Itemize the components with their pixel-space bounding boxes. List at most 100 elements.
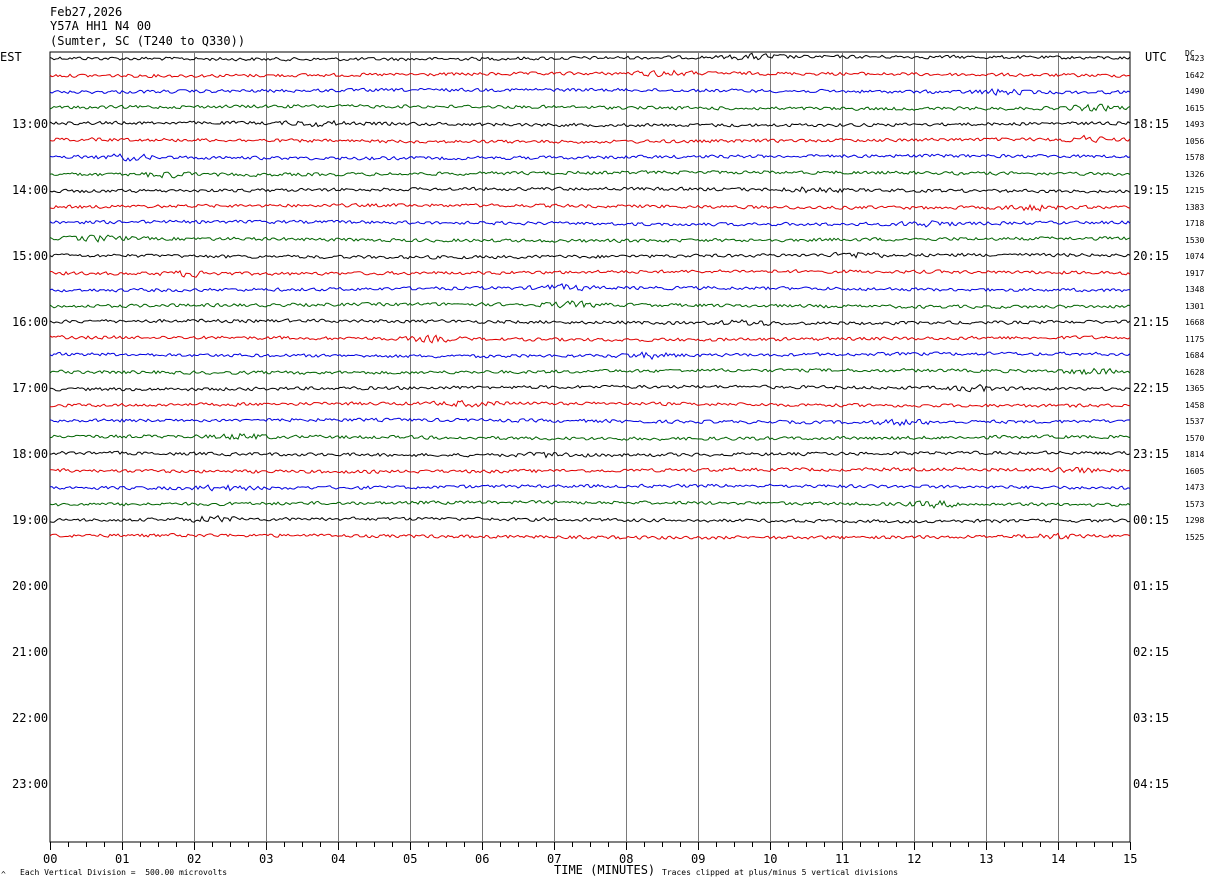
plot-frame <box>49 51 1131 843</box>
x-tick-label: 03 <box>259 852 274 866</box>
trace-line <box>49 119 1131 128</box>
trace-line <box>49 87 1131 96</box>
trace-line <box>49 483 1131 492</box>
x-tick-label: 13 <box>979 852 994 866</box>
trace-line <box>49 351 1131 361</box>
utc-hour-label: 02:15 <box>1133 645 1170 659</box>
x-tick-label: 14 <box>1051 852 1066 866</box>
trace-line <box>49 450 1131 459</box>
est-hour-label: 17:00 <box>12 381 49 395</box>
est-hour-label: 13:00 <box>12 117 49 131</box>
utc-hour-label: 21:15 <box>1133 315 1170 329</box>
est-hour-label: 14:00 <box>12 183 49 197</box>
dc-offset-label: 1570 <box>1185 433 1205 443</box>
x-tick-label: 07 <box>547 852 562 866</box>
trace-line <box>49 334 1131 344</box>
est-hour-label: 23:00 <box>12 777 49 791</box>
trace-line <box>49 69 1131 79</box>
dc-offset-label: 1525 <box>1185 532 1205 542</box>
x-tick-label: 05 <box>403 852 418 866</box>
dc-offset-label: 1490 <box>1185 87 1205 96</box>
corner-mark: ^ <box>1 870 6 879</box>
trace-line <box>49 399 1131 408</box>
trace-line <box>49 499 1131 509</box>
trace-line <box>49 300 1131 310</box>
trace-line <box>50 466 1131 475</box>
trace-line <box>49 383 1131 393</box>
utc-hour-label: 19:15 <box>1133 183 1170 197</box>
dc-offset-label: 1684 <box>1185 351 1205 360</box>
est-hour-label: 20:00 <box>12 579 49 593</box>
trace-line <box>49 268 1131 278</box>
dc-offset-label: 1074 <box>1185 252 1205 261</box>
trace-line <box>49 432 1131 441</box>
x-tick-label: 10 <box>763 852 778 866</box>
est-hour-label: 22:00 <box>12 711 49 725</box>
dc-offset-label: 1578 <box>1185 153 1205 162</box>
trace-line <box>49 234 1131 244</box>
est-hour-label: 19:00 <box>12 513 49 527</box>
x-tick-label: 15 <box>1123 852 1138 866</box>
trace-line <box>49 417 1131 427</box>
dc-offset-label: 1628 <box>1185 367 1205 377</box>
dc-offset-label: 1365 <box>1185 384 1205 393</box>
trace-line <box>49 514 1131 524</box>
est-hour-label: 15:00 <box>12 249 49 263</box>
dc-offset-label: 1326 <box>1185 169 1205 179</box>
trace-line <box>49 532 1131 540</box>
trace-line <box>49 134 1131 144</box>
dc-offset-label: 1298 <box>1185 516 1205 525</box>
dc-offset-label: 1175 <box>1185 334 1205 344</box>
clip-note: Traces clipped at plus/minus 5 vertical … <box>662 868 899 877</box>
dc-offset-label: 1530 <box>1185 235 1205 245</box>
utc-hour-label: 03:15 <box>1133 711 1170 725</box>
x-tick-label: 11 <box>835 852 850 866</box>
trace-line <box>49 219 1131 228</box>
est-axis-label: EST <box>0 50 22 64</box>
trace-line <box>49 153 1131 162</box>
dc-offset-label: 1917 <box>1185 268 1205 278</box>
x-tick-label: 08 <box>619 852 634 866</box>
dc-offset-label: 1458 <box>1185 400 1205 410</box>
dc-axis-label: DC <box>1185 49 1195 58</box>
utc-hour-label: 01:15 <box>1133 579 1170 593</box>
x-tick-label: 06 <box>475 852 490 866</box>
date-label: Feb27,2026 <box>50 5 123 19</box>
dc-offset-label: 1615 <box>1185 103 1205 113</box>
est-hour-label: 18:00 <box>12 447 49 461</box>
est-hour-label: 21:00 <box>12 645 49 659</box>
dc-offset-label: 1383 <box>1185 202 1205 212</box>
dc-offset-label: 1301 <box>1185 301 1205 311</box>
dc-offset-label: 1573 <box>1185 499 1205 509</box>
dc-offset-label: 1056 <box>1185 136 1205 146</box>
dc-offset-label: 1473 <box>1185 483 1205 492</box>
x-tick-label: 02 <box>187 852 202 866</box>
vertical-division-note: Each Vertical Division = 500.00 microvol… <box>20 868 228 877</box>
dc-offset-label: 1718 <box>1185 219 1205 228</box>
dc-offset-label: 1668 <box>1185 318 1205 327</box>
trace-line <box>49 170 1131 179</box>
dc-offset-label: 1215 <box>1185 186 1205 195</box>
location-label: (Sumter, SC (T240 to Q330)) <box>50 34 246 48</box>
trace-line <box>49 202 1131 212</box>
est-hour-label: 16:00 <box>12 315 49 329</box>
x-tick-label: 01 <box>115 852 130 866</box>
trace-line <box>49 283 1131 293</box>
x-axis-title: TIME (MINUTES) <box>554 863 656 877</box>
dc-offset-label: 1493 <box>1185 120 1205 129</box>
x-tick-label: 09 <box>691 852 706 866</box>
trace-line <box>49 318 1131 327</box>
dc-offset-label: 1423 <box>1185 54 1205 63</box>
x-tick-label: 04 <box>331 852 346 866</box>
utc-hour-label: 04:15 <box>1133 777 1170 791</box>
x-tick-label: 00 <box>43 852 58 866</box>
x-tick-label: 12 <box>907 852 922 866</box>
trace-line <box>49 367 1131 376</box>
dc-offset-label: 1348 <box>1185 285 1205 294</box>
utc-axis-label: UTC <box>1145 50 1167 64</box>
station-label: Y57A HH1 N4 00 <box>50 19 152 33</box>
utc-hour-label: 00:15 <box>1133 513 1170 527</box>
trace-line <box>49 52 1131 62</box>
dc-offset-label: 1814 <box>1185 450 1205 459</box>
